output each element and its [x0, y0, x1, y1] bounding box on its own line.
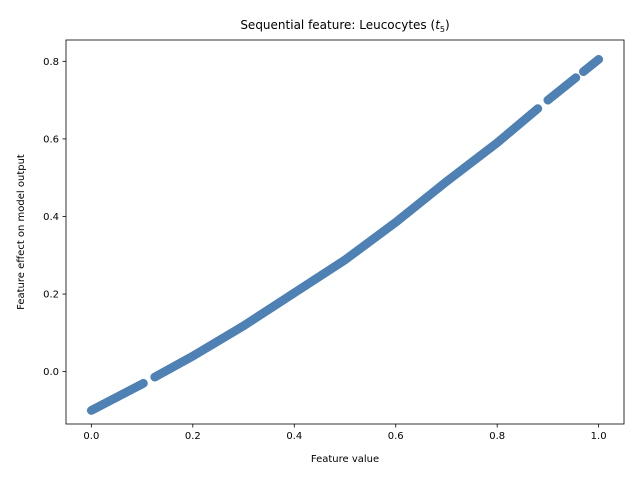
scatter-points	[86, 54, 604, 415]
y-tick-label: 0.4	[43, 212, 59, 223]
x-tick-label: 0.8	[489, 431, 505, 442]
x-tick-label: 0.2	[185, 431, 201, 442]
x-tick-label: 0.6	[388, 431, 404, 442]
x-tick-label: 0.4	[286, 431, 302, 442]
x-axis: 0.0 0.2 0.4 0.6 0.8 1.0	[83, 424, 607, 442]
plot-frame	[65, 39, 625, 425]
x-tick-label: 1.0	[591, 431, 607, 442]
y-tick-label: 0.0	[43, 367, 59, 378]
scatter-point	[533, 104, 543, 114]
y-tick-label: 0.2	[43, 290, 59, 301]
y-axis-label: Feature effect on model output	[16, 154, 27, 310]
y-axis: 0.0 0.2 0.4 0.6 0.8	[43, 57, 66, 378]
scatter-point	[571, 73, 581, 83]
x-axis-label: Feature value	[311, 454, 379, 465]
y-tick-label: 0.6	[43, 134, 59, 145]
x-tick-label: 0.0	[83, 431, 99, 442]
scatter-point	[138, 378, 148, 388]
chart-title: Sequential feature: Leucocytes (t5)	[240, 18, 449, 34]
scatter-point	[594, 54, 604, 64]
y-tick-label: 0.8	[43, 57, 59, 68]
